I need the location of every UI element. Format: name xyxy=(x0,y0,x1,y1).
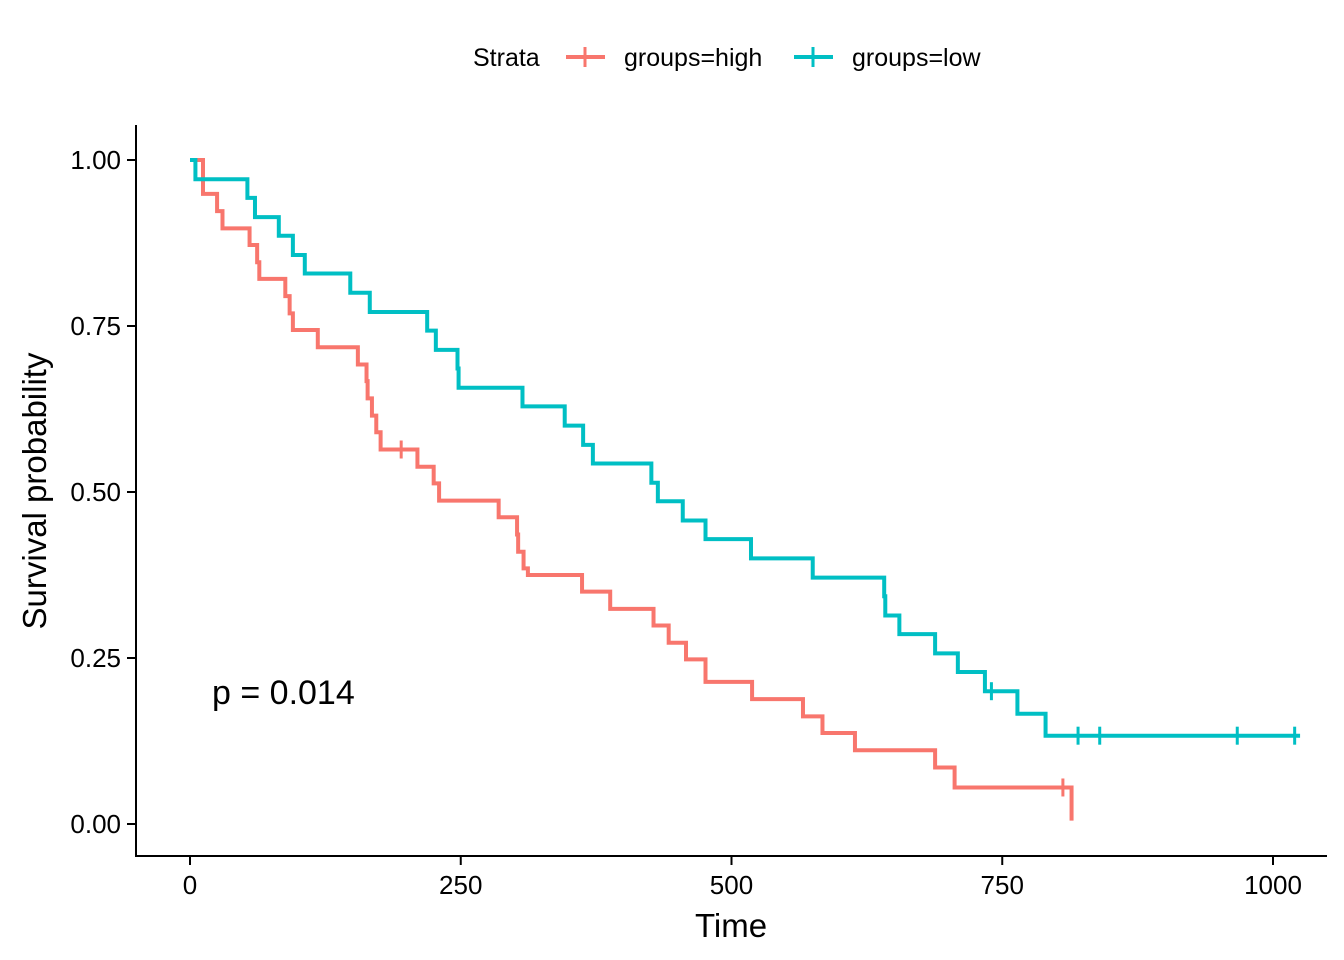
y-tick-label: 0.25 xyxy=(70,643,121,673)
p-value-annotation: p = 0.014 xyxy=(212,674,355,712)
legend-label-high: groups=high xyxy=(624,44,762,72)
x-tick-label: 500 xyxy=(710,870,753,900)
legend-entry-low: groups=low xyxy=(794,44,981,72)
survival-curves xyxy=(190,158,1301,821)
legend-title: Strata xyxy=(473,44,540,72)
legend: Strata groups=high groups=low xyxy=(473,44,981,72)
survival-curve-high xyxy=(190,158,1074,821)
y-tick-label: 0.50 xyxy=(70,477,121,507)
x-tick-label: 1000 xyxy=(1244,870,1302,900)
legend-entry-high: groups=high xyxy=(566,44,762,72)
y-tick-label: 0.00 xyxy=(70,809,121,839)
legend-label-low: groups=low xyxy=(852,44,981,72)
x-tick-label: 750 xyxy=(981,870,1024,900)
y-tick-label: 0.75 xyxy=(70,311,121,341)
x-tick-label: 250 xyxy=(439,870,482,900)
x-tick-label: 0 xyxy=(183,870,197,900)
x-axis-title: Time xyxy=(695,907,767,944)
survival-curve-low xyxy=(190,158,1301,738)
y-axis-title: Survival probability xyxy=(16,352,53,629)
y-tick-label: 1.00 xyxy=(70,145,121,175)
y-ticks: 0.00 0.25 0.50 0.75 1.00 xyxy=(70,145,136,839)
x-ticks: 0 250 500 750 1000 xyxy=(183,856,1302,900)
